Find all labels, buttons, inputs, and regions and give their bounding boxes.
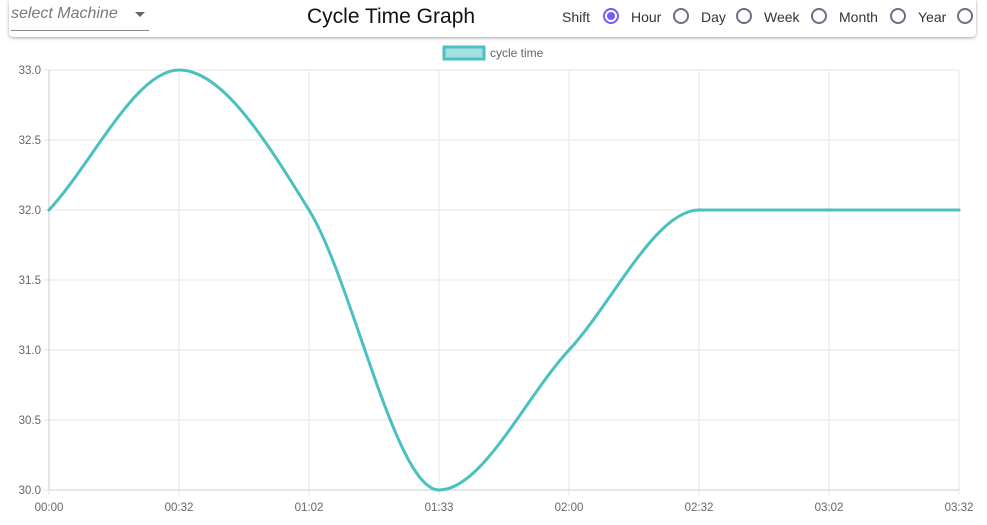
machine-select[interactable]: select Machine [11,2,149,31]
x-tick-label: 03:32 [945,502,974,514]
data-point [177,68,181,72]
period-option-label: Year [918,9,947,25]
data-point [567,348,571,352]
y-tick-label: 31.5 [19,275,41,287]
x-tick-label: 03:02 [815,502,844,514]
data-point [307,208,311,212]
period-option-label: Week [764,9,800,25]
y-tick-label: 32.0 [19,205,41,217]
y-tick-label: 30.5 [19,415,41,427]
toolbar: select Machine Cycle Time Graph Shift Ho… [9,0,976,37]
data-point [47,208,51,212]
data-point [827,208,831,212]
y-tick-label: 30.0 [19,485,41,497]
x-tick-label: 02:32 [685,502,714,514]
radio-hour[interactable] [673,8,689,24]
x-tick-label: 02:00 [555,502,584,514]
period-option-label: Day [701,9,726,25]
y-tick-label: 32.5 [19,135,41,147]
data-point [697,208,701,212]
radio-day[interactable] [736,8,752,24]
y-tick-label: 31.0 [19,345,41,357]
x-tick-label: 01:02 [295,502,324,514]
series-line-cycle-time [47,68,961,492]
x-tick-label: 00:32 [165,502,194,514]
legend-swatch[interactable] [442,45,486,61]
radio-year[interactable] [957,8,973,24]
x-tick-label: 00:00 [35,502,64,514]
y-tick-label: 33.0 [19,65,41,77]
radio-week[interactable] [811,8,827,24]
x-tick-label: 01:33 [425,502,454,514]
machine-select-placeholder: select Machine [11,5,118,22]
radio-shift[interactable] [603,8,619,24]
data-point [437,488,441,492]
legend-label[interactable]: cycle time [490,46,544,60]
page-title: Cycle Time Graph [307,5,476,28]
radio-month[interactable] [890,8,906,24]
period-option-label: Hour [631,9,662,25]
data-point [957,208,961,212]
period-option-label: Month [839,9,878,25]
period-option-label: Shift [562,9,591,25]
chevron-down-icon[interactable] [135,12,145,17]
